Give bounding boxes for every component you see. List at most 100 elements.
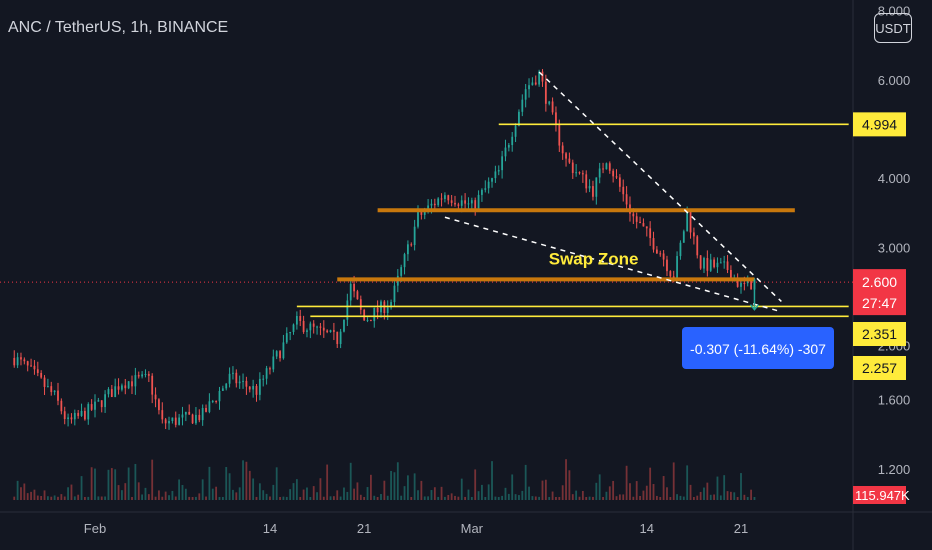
volume-bar [497, 496, 500, 500]
volume-bar [124, 483, 127, 500]
candle-body [575, 172, 578, 174]
candle-body [326, 330, 329, 333]
volume-bar [612, 480, 615, 500]
level-price-tag[interactable] [853, 322, 906, 346]
candle-body [736, 277, 739, 287]
volume-bar [188, 496, 191, 500]
volume-bar [309, 496, 312, 500]
volume-bar [470, 496, 473, 500]
volume-bar [168, 495, 170, 500]
volume-bar [608, 486, 611, 500]
currency-button[interactable]: USDT [874, 13, 912, 43]
volume-bar [359, 494, 362, 500]
measure-box[interactable] [682, 327, 834, 369]
volume-bar [447, 494, 450, 500]
price-tick-label: 4.000 [878, 171, 911, 186]
volume-bar [430, 490, 433, 500]
candle-body [477, 194, 480, 209]
volume-bar [669, 496, 672, 500]
volume-bar [43, 490, 46, 500]
candle-body [474, 200, 477, 209]
candle-body [221, 388, 224, 391]
candle-body [107, 389, 110, 395]
candle-body [423, 211, 426, 215]
level-price-tag[interactable] [853, 112, 906, 137]
volume-bar [147, 494, 150, 500]
volume-bar [689, 484, 692, 500]
volume-bar [235, 492, 238, 500]
volume-bar [460, 478, 463, 500]
candle-body [188, 411, 191, 415]
volume-bar [618, 494, 621, 500]
candle-body [184, 411, 187, 415]
volume-bar [131, 496, 133, 500]
candle-body [151, 375, 154, 395]
volume-bar [80, 476, 83, 500]
volume-bar [63, 496, 66, 500]
price-axis[interactable]: 8.0006.0004.0003.0002.0001.6001.2002.600… [853, 3, 910, 504]
volume-bar [524, 464, 527, 500]
candle-body [413, 226, 416, 246]
volume-bar [171, 490, 174, 500]
candle-body [154, 394, 157, 400]
volume-bar [57, 496, 59, 500]
volume-bar [329, 496, 332, 500]
candle-body [225, 383, 228, 389]
candle-body [703, 258, 705, 269]
volume-bar [218, 496, 221, 500]
level-price-tag[interactable] [853, 356, 906, 380]
volume-bar [275, 467, 278, 500]
candle-body [571, 162, 574, 173]
volume-bar [151, 459, 154, 500]
dashed-trendline[interactable] [444, 216, 782, 313]
candle-body [356, 291, 359, 300]
volume-bar [440, 486, 443, 500]
candle-body [602, 168, 604, 170]
volume-bar [400, 495, 403, 500]
candle-body [319, 326, 322, 328]
candle-body [544, 81, 547, 104]
volume-bar [592, 496, 594, 500]
current-price-tag[interactable] [853, 269, 906, 316]
time-axis[interactable]: Feb 14 21 Mar 14 21 [84, 521, 748, 536]
volume-bar [349, 462, 352, 500]
volume-bar [353, 488, 355, 500]
volume-bar [649, 467, 652, 500]
horizontal-levels[interactable] [0, 123, 853, 318]
candle-body [514, 125, 517, 137]
candle-body [649, 228, 652, 239]
volume-bar [450, 493, 453, 500]
candle-body [696, 236, 699, 256]
price-tick-label: 1.600 [878, 392, 911, 407]
volume-bars [13, 459, 756, 500]
volume-bar [306, 487, 308, 500]
volume-bar [598, 474, 601, 500]
measure-arrow-icon [749, 304, 760, 311]
candle-body [464, 200, 467, 204]
trendlines[interactable] [444, 71, 782, 313]
time-tick-label: 21 [357, 521, 371, 536]
candle-body [137, 375, 140, 377]
candle-body [292, 324, 295, 333]
volume-bar [733, 492, 736, 500]
volume-bar [433, 487, 436, 500]
candle-body [282, 342, 285, 359]
candle-body [454, 202, 456, 205]
volume-bar [67, 487, 69, 500]
candle-body [538, 71, 541, 85]
volume-bar [289, 489, 292, 500]
candle-body [534, 82, 537, 85]
candle-body [87, 404, 90, 420]
candle-body [558, 124, 561, 146]
volume-bar [161, 496, 164, 500]
volume-bar [467, 489, 470, 500]
volume-bar [655, 495, 658, 500]
candle-body [548, 101, 551, 104]
candle-body [491, 178, 493, 182]
volume-bar [13, 496, 16, 500]
volume-bar [134, 463, 137, 500]
time-tick-label: Feb [84, 521, 106, 536]
candle-body [740, 282, 742, 287]
volume-bar [380, 494, 382, 500]
